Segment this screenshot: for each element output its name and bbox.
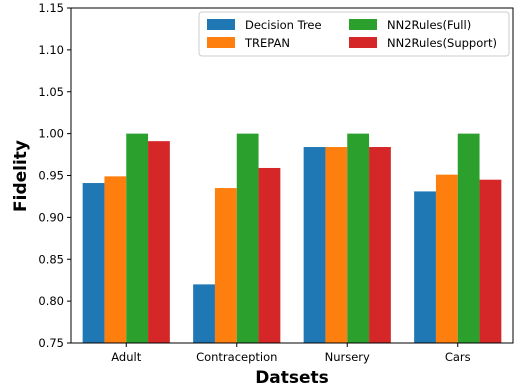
- y-tick-label: 1.05: [38, 85, 64, 99]
- legend-label: NN2Rules(Full): [387, 18, 471, 32]
- bar-nursery-4: [369, 147, 391, 343]
- legend-swatch: [349, 19, 377, 30]
- y-tick-label: 0.75: [38, 336, 64, 350]
- bar-adult-4: [148, 141, 170, 343]
- bars-group: [83, 134, 502, 343]
- bar-adult-2: [104, 176, 126, 343]
- bar-contraception-1: [193, 284, 215, 343]
- bar-adult-3: [126, 134, 148, 343]
- bar-cars-1: [414, 191, 436, 343]
- bar-contraception-4: [259, 168, 281, 343]
- legend-swatch: [207, 19, 235, 30]
- y-tick-label: 0.95: [38, 169, 64, 183]
- legend-swatch: [349, 37, 377, 48]
- legend-label: TREPAN: [244, 36, 290, 50]
- bar-cars-4: [480, 180, 502, 343]
- x-tick-label: Adult: [111, 350, 141, 364]
- x-axis: Adult Contraception Nursery Cars: [111, 343, 470, 364]
- legend-label: Decision Tree: [245, 18, 322, 32]
- y-axis: 0.75 0.80 0.85 0.90 0.95 1.00 1.05 1.10 1.15: [38, 1, 71, 350]
- bar-cars-2: [436, 175, 458, 343]
- bar-adult-1: [83, 183, 105, 343]
- bar-nursery-1: [304, 147, 326, 343]
- y-tick-label: 0.80: [38, 294, 64, 308]
- y-tick-label: 1.10: [38, 43, 64, 57]
- x-tick-label: Contraception: [196, 350, 277, 364]
- x-tick-label: Cars: [445, 350, 471, 364]
- y-tick-label: 0.90: [38, 210, 64, 224]
- bar-cars-3: [458, 134, 480, 343]
- x-axis-title: Datsets: [255, 368, 329, 388]
- bar-nursery-2: [325, 147, 347, 343]
- legend-label: NN2Rules(Support): [387, 36, 497, 50]
- x-tick-label: Nursery: [325, 350, 370, 364]
- y-axis-title: Fidelity: [11, 140, 31, 212]
- bar-contraception-2: [215, 188, 237, 343]
- legend: Decision Tree TREPAN NN2Rules(Full) NN2Rule…: [199, 12, 509, 56]
- legend-swatch: [207, 37, 235, 48]
- y-tick-label: 0.85: [38, 252, 64, 266]
- y-tick-label: 1.15: [38, 1, 64, 15]
- y-tick-label: 1.00: [38, 127, 64, 141]
- bar-nursery-3: [347, 134, 369, 343]
- bar-contraception-3: [237, 134, 259, 343]
